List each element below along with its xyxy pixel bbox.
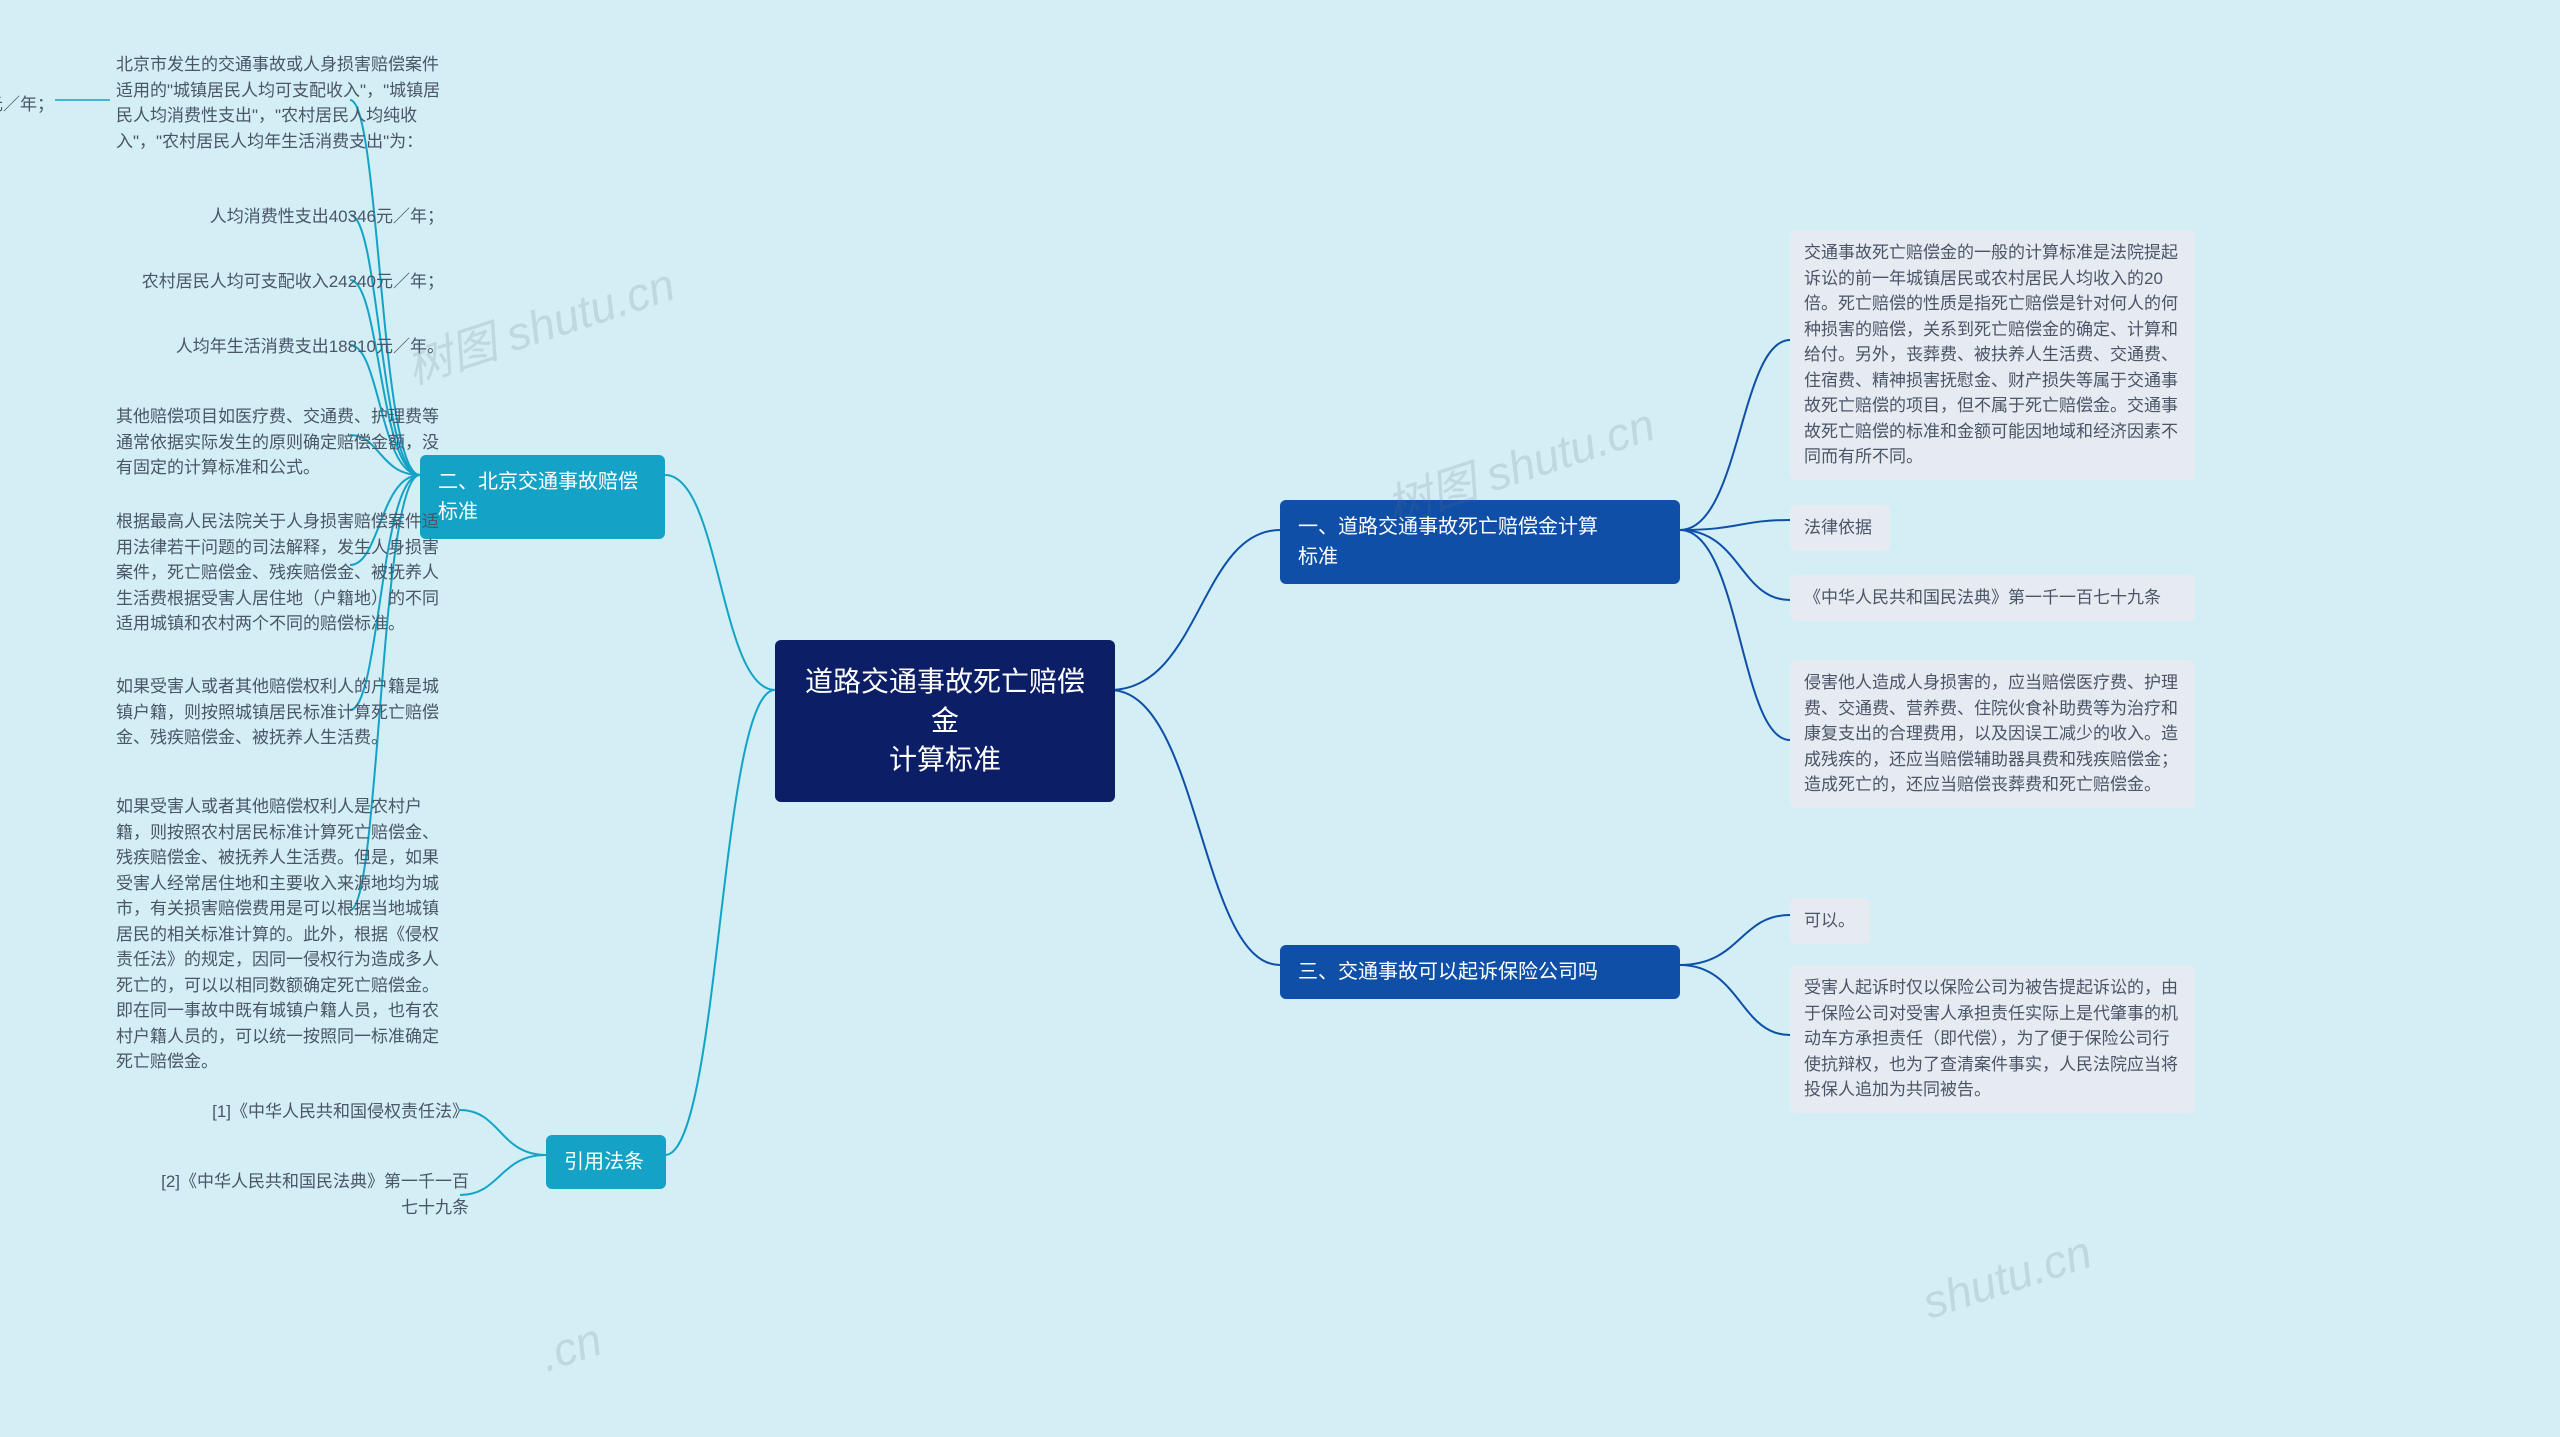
branch-1-label-1: 一、道路交通事故死亡赔偿金计算 <box>1298 516 1598 538</box>
mindmap-canvas: 道路交通事故死亡赔偿金 计算标准 一、道路交通事故死亡赔偿金计算 标准 交通事故… <box>0 0 2560 1437</box>
branch-2-leaf-3[interactable]: 农村居民人均可支配收入24240元／年； <box>110 265 450 299</box>
branch-2-leaf-4[interactable]: 人均年生活消费支出18810元／年。 <box>110 330 450 364</box>
branch-2[interactable]: 二、北京交通事故赔偿标准 <box>420 455 665 539</box>
branch-1-label-2: 标准 <box>1298 546 1338 568</box>
branch-3-leaf-2[interactable]: 受害人起诉时仅以保险公司为被告提起诉讼的，由于保险公司对受害人承担责任实际上是代… <box>1790 965 2195 1113</box>
branch-2-leaf-7[interactable]: 如果受害人或者其他赔偿权利人的户籍是城镇户籍，则按照城镇居民标准计算死亡赔偿金、… <box>110 670 450 755</box>
branch-1-leaf-3[interactable]: 《中华人民共和国民法典》第一千一百七十九条 <box>1790 575 2195 621</box>
branch-1[interactable]: 一、道路交通事故死亡赔偿金计算 标准 <box>1280 500 1680 584</box>
branch-2-leaf-2[interactable]: 人均消费性支出40346元／年； <box>110 200 450 234</box>
branch-2-leaf-1-sub[interactable]: 城镇居民人均可支配收入62406元／年； <box>0 88 60 122</box>
branch-1-leaf-2[interactable]: 法律依据 <box>1790 505 1890 551</box>
branch-1-leaf-1[interactable]: 交通事故死亡赔偿金的一般的计算标准是法院提起诉讼的前一年城镇居民或农村居民人均收… <box>1790 230 2195 480</box>
root-node[interactable]: 道路交通事故死亡赔偿金 计算标准 <box>775 640 1115 802</box>
branch-ref-leaf-2[interactable]: [2]《中华人民共和国民法典》第一千一百七十九条 <box>155 1165 475 1224</box>
branch-2-leaf-5[interactable]: 其他赔偿项目如医疗费、交通费、护理费等通常依据实际发生的原则确定赔偿金额，没有固… <box>110 400 450 485</box>
branch-2-leaf-1[interactable]: 北京市发生的交通事故或人身损害赔偿案件适用的"城镇居民人均可支配收入"，"城镇居… <box>110 48 450 158</box>
watermark-3: .cn <box>533 1312 608 1382</box>
branch-1-leaf-4[interactable]: 侵害他人造成人身损害的，应当赔偿医疗费、护理费、交通费、营养费、住院伙食补助费等… <box>1790 660 2195 808</box>
root-line2: 计算标准 <box>889 744 1001 775</box>
branch-ref[interactable]: 引用法条 <box>546 1135 666 1189</box>
branch-3-leaf-1[interactable]: 可以。 <box>1790 898 1870 944</box>
root-line1: 道路交通事故死亡赔偿金 <box>805 666 1085 736</box>
branch-2-leaf-6[interactable]: 根据最高人民法院关于人身损害赔偿案件适用法律若干问题的司法解释，发生人身损害案件… <box>110 505 450 641</box>
branch-2-leaf-8[interactable]: 如果受害人或者其他赔偿权利人是农村户籍，则按照农村居民标准计算死亡赔偿金、残疾赔… <box>110 790 450 1079</box>
branch-ref-leaf-1[interactable]: [1]《中华人民共和国侵权责任法》 <box>155 1095 475 1129</box>
branch-3[interactable]: 三、交通事故可以起诉保险公司吗 <box>1280 945 1680 999</box>
watermark-4: shutu.cn <box>1916 1224 2098 1329</box>
